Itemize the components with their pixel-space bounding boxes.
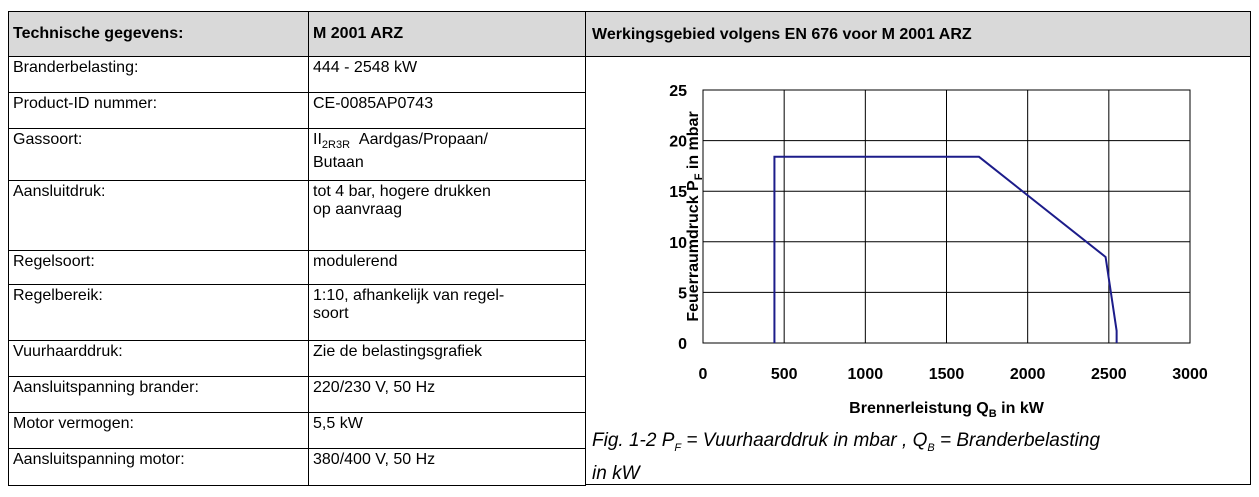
x-tick-label: 3000 [1172,366,1208,383]
cell-line: soort [313,305,349,322]
cell: modulerend [308,250,586,285]
row: Motor vermogen: 5,5 kW [8,412,586,449]
cell: Gassoort: [8,128,309,181]
caption: Fig. 1-2 PF = Vuurhaarddruk in mbar , QB… [592,428,1242,487]
chart-panel: Werkingsgebied volgens EN 676 voor M 200… [585,11,1251,485]
plot-frame [702,89,1191,344]
cell: tot 4 bar, hogere drukken op aanvraag [308,180,586,251]
cell-text: II [313,131,322,148]
cell-line: 1:10, afhankelijk van regel- [313,287,505,304]
caption-part: F [674,441,682,454]
cell: 380/400 V, 50 Hz [308,448,586,486]
x-tick-label: 500 [771,366,798,383]
caption-part: Fig. 1-2 P [592,430,675,451]
cell: Aansluitdruk: [8,180,309,251]
cell-sub: 2R3R [321,139,351,152]
x-tick-label: 1500 [929,366,965,383]
chart-title: Werkingsgebied volgens EN 676 voor M 200… [586,12,1250,57]
cell: CE-0085AP0743 [308,92,586,129]
cell-line: Butaan [313,154,364,172]
x-tick-label: 2500 [1091,366,1127,383]
row: Vuurhaarddruk: Zie de belastingsgrafiek [8,340,586,377]
cell: 5,5 kW [308,412,586,449]
cell: Aansluitspanning brander: [8,376,309,413]
cell-line: Aardgas/Propaan/ [358,131,488,148]
row: Branderbelasting: 444 - 2548 kW [8,56,586,93]
axis-label-part: F [693,173,705,180]
caption-part: = Vuurhaarddruk in mbar , Q [681,430,928,451]
row: Aansluitspanning brander: 220/230 V, 50 H… [8,376,586,413]
y-tick-label: 5 [678,285,687,302]
cell: Aansluitspanning motor: [8,448,309,486]
x-tick-label: 0 [699,366,708,383]
axis-label-part: Feuerraumdruck P [685,180,702,322]
y-tick-label: 0 [678,336,687,353]
row: Regelsoort: modulerend [8,250,586,285]
axis-label-part: Brennerleistung Q [849,400,989,417]
y-tick-label: 10 [669,235,687,252]
y-tick-label: 25 [669,83,687,100]
header-cell: Technische gegevens: [8,11,309,57]
caption-part: in kW [592,462,640,484]
axis-label-part: in kW [997,400,1045,417]
cell: Motor vermogen: [8,412,309,449]
cell: 444 - 2548 kW [308,56,586,93]
cell: 1:10, afhankelijk van regel-soort [308,284,586,341]
y-axis-label: Feuerraumdruck PF in mbar [685,111,705,321]
cell: Branderbelasting: [8,56,309,93]
x-tick-label: 1000 [848,366,884,383]
x-axis-label: Brennerleistung QB in kW [849,400,1045,420]
cell-line: op aanvraag [313,201,402,218]
row: Product-ID nummer: CE-0085AP0743 [8,92,586,129]
caption-part: = Branderbelasting [934,430,1101,451]
data-line [773,155,1118,343]
spec-table: Technische gegevens: M 2001 ARZ Branderbel… [8,11,586,486]
axis-label-part: in mbar [685,111,702,173]
row: Aansluitspanning motor: 380/400 V, 50 Hz [8,448,586,486]
y-tick-label: 15 [669,184,687,201]
row: Aansluitdruk: tot 4 bar, hogere drukken op… [8,180,586,251]
cell: Product-ID nummer: [8,92,309,129]
row: Gassoort: II2R3R Aardgas/Propaan/Butaan [8,128,586,181]
cell: Zie de belastingsgrafiek [308,340,586,377]
caption-part: B [927,441,935,454]
y-tick-label: 20 [669,134,687,151]
cell: II2R3R Aardgas/Propaan/Butaan [308,128,586,181]
x-tick-label: 2000 [1010,366,1046,383]
cell-line: tot 4 bar, hogere drukken [313,183,491,200]
axis-label-part: B [989,408,997,420]
